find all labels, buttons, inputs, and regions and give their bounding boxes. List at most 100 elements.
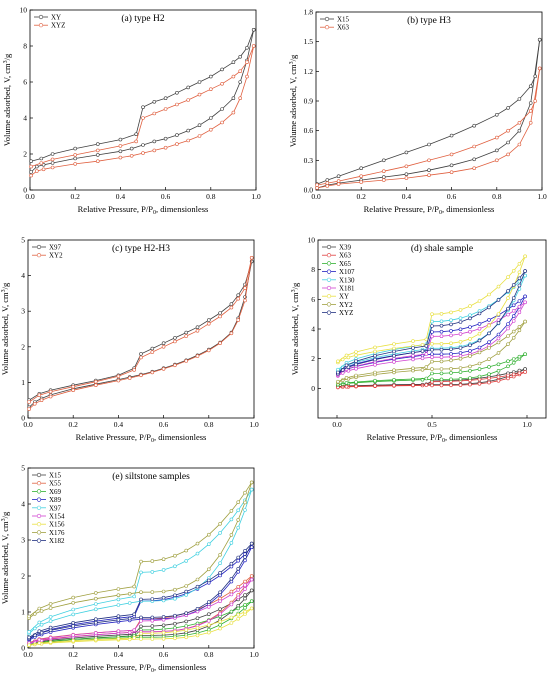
data-point — [430, 371, 434, 376]
data-point — [152, 100, 157, 104]
data-point — [173, 629, 177, 634]
data-point — [511, 329, 516, 334]
data-point — [411, 366, 415, 371]
legend-label: X176 — [49, 529, 65, 537]
data-point — [315, 186, 319, 190]
x-tick-label: 0.2 — [69, 650, 79, 659]
data-point — [150, 590, 155, 594]
data-point — [449, 347, 453, 352]
data-point — [134, 139, 138, 144]
data-point — [27, 407, 31, 411]
adsorption-line — [337, 296, 526, 375]
data-point — [129, 146, 134, 151]
legend-marker — [36, 472, 42, 478]
data-point — [506, 152, 510, 157]
data-point — [195, 577, 200, 582]
data-point — [511, 314, 516, 318]
data-point — [373, 378, 377, 383]
data-point — [34, 169, 39, 173]
series-XY — [336, 254, 527, 365]
data-point — [32, 401, 37, 406]
data-point — [229, 589, 234, 594]
chart-panel-2: 0.0 0.2 0.4 0.6 0.8 1.0 0 1 2 3 4 5 Relative Pressur… — [0, 236, 259, 445]
data-point — [424, 337, 429, 342]
legend-label: X156 — [49, 521, 65, 529]
data-point — [129, 154, 134, 158]
data-point — [218, 590, 222, 595]
data-point — [27, 635, 31, 640]
data-point — [209, 74, 213, 79]
legend-label: X97 — [49, 504, 62, 512]
y-tick-label: 3 — [21, 536, 25, 545]
data-point — [161, 557, 166, 562]
data-point — [207, 542, 211, 547]
legend-marker — [36, 522, 42, 527]
data-point — [517, 97, 522, 101]
data-point — [150, 615, 155, 620]
data-point — [132, 612, 136, 617]
data-point — [523, 370, 527, 374]
data-point — [150, 631, 155, 636]
data-point — [118, 149, 123, 154]
data-point — [207, 578, 211, 583]
data-point — [48, 640, 53, 645]
data-point — [439, 383, 444, 388]
data-point — [236, 558, 240, 563]
desorption-line — [316, 39, 541, 185]
data-point — [218, 607, 222, 612]
legend-label: XY2 — [49, 252, 63, 260]
x-tick-label: 0.0 — [23, 420, 33, 429]
x-axis-label: Relative Pressure, P/P0, dimensionless — [364, 204, 495, 216]
data-point — [197, 134, 202, 138]
data-point — [186, 98, 190, 102]
series-X176 — [27, 480, 254, 620]
data-point — [251, 44, 256, 48]
data-point — [41, 163, 46, 167]
data-point — [381, 169, 386, 173]
y-tick-label: 1.2 — [304, 67, 314, 76]
adsorption-line — [337, 321, 526, 383]
data-point — [116, 603, 121, 607]
adsorption-line — [28, 579, 253, 645]
adsorption-line — [28, 482, 253, 619]
data-point — [449, 170, 454, 174]
data-point — [424, 352, 429, 356]
data-point — [229, 331, 234, 336]
series-XY2 — [27, 255, 254, 411]
data-point — [517, 354, 522, 359]
data-point — [517, 142, 522, 147]
series-X15 — [315, 37, 542, 190]
data-point — [373, 357, 377, 362]
data-point — [477, 331, 482, 336]
data-point — [496, 312, 501, 316]
y-tick-label: 1.5 — [304, 37, 314, 46]
adsorption-line — [28, 547, 253, 641]
data-point — [41, 167, 46, 172]
legend-label: XY — [51, 14, 61, 22]
data-point — [427, 158, 431, 163]
data-point — [487, 376, 491, 381]
data-point — [195, 616, 200, 621]
data-point — [161, 341, 166, 346]
series-X97 — [27, 259, 254, 410]
data-point — [73, 162, 77, 166]
data-point — [325, 181, 330, 185]
data-point — [523, 367, 527, 371]
data-point — [496, 362, 501, 367]
x-tick-label: 0.6 — [159, 420, 169, 429]
series-X65 — [336, 352, 527, 387]
data-point — [71, 638, 75, 643]
data-point — [231, 110, 236, 115]
data-point — [354, 380, 358, 384]
data-point — [236, 296, 240, 301]
data-point — [94, 602, 98, 606]
data-point — [381, 158, 386, 163]
data-point — [139, 615, 143, 620]
data-point — [468, 329, 472, 334]
data-point — [48, 625, 53, 630]
data-point — [184, 593, 188, 597]
data-point — [238, 80, 242, 84]
data-point — [496, 351, 501, 355]
data-point — [127, 616, 132, 621]
y-tick-label: 2 — [21, 342, 25, 351]
